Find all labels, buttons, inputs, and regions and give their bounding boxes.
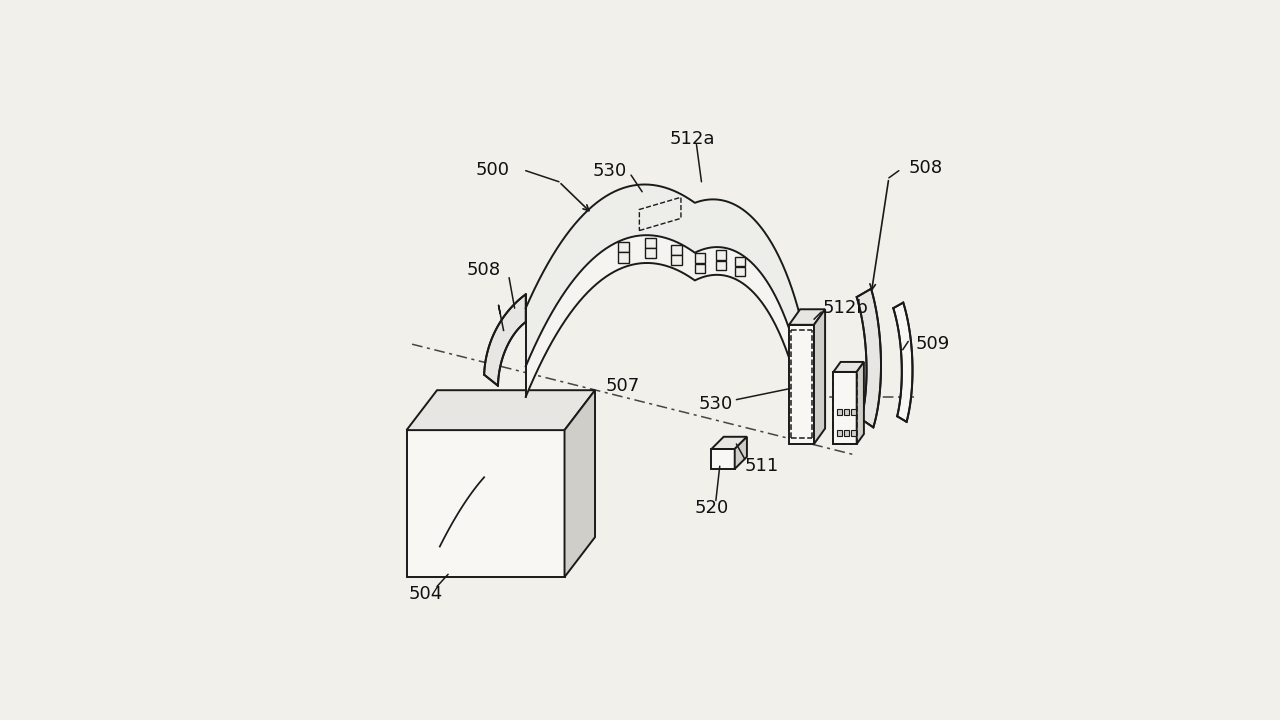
Polygon shape [788,310,826,325]
Polygon shape [844,408,849,415]
Text: 508: 508 [909,159,942,177]
Polygon shape [856,362,864,444]
Text: 508: 508 [467,261,500,279]
Polygon shape [407,430,564,577]
Text: 512b: 512b [822,300,868,317]
Text: 507: 507 [605,377,640,395]
Text: 504: 504 [408,585,443,603]
Polygon shape [526,184,800,366]
Polygon shape [671,255,682,265]
Polygon shape [618,242,630,252]
Text: 500: 500 [475,161,509,179]
Text: 509: 509 [915,336,950,354]
Polygon shape [484,294,526,386]
Text: 512a: 512a [669,130,714,148]
Polygon shape [645,238,657,248]
Text: 511: 511 [744,457,778,475]
Polygon shape [788,325,814,444]
Polygon shape [671,245,682,254]
Polygon shape [833,362,864,372]
Polygon shape [712,449,735,469]
Polygon shape [735,437,748,469]
Polygon shape [618,253,630,263]
Polygon shape [645,248,657,258]
Text: 530: 530 [699,395,732,413]
Polygon shape [407,390,595,430]
Polygon shape [851,430,855,436]
Polygon shape [695,264,705,273]
Polygon shape [716,261,726,270]
Polygon shape [851,408,855,415]
Polygon shape [814,310,826,444]
Polygon shape [837,430,842,436]
Polygon shape [712,437,748,449]
Text: 520: 520 [694,499,728,517]
Polygon shape [856,289,881,428]
Polygon shape [735,257,745,266]
Polygon shape [695,253,705,263]
Polygon shape [564,390,595,577]
Text: 530: 530 [593,162,627,180]
Polygon shape [844,430,849,436]
Polygon shape [837,408,842,415]
Polygon shape [716,251,726,260]
Polygon shape [893,302,913,422]
Polygon shape [833,372,856,444]
Polygon shape [526,235,800,397]
Polygon shape [735,267,745,276]
